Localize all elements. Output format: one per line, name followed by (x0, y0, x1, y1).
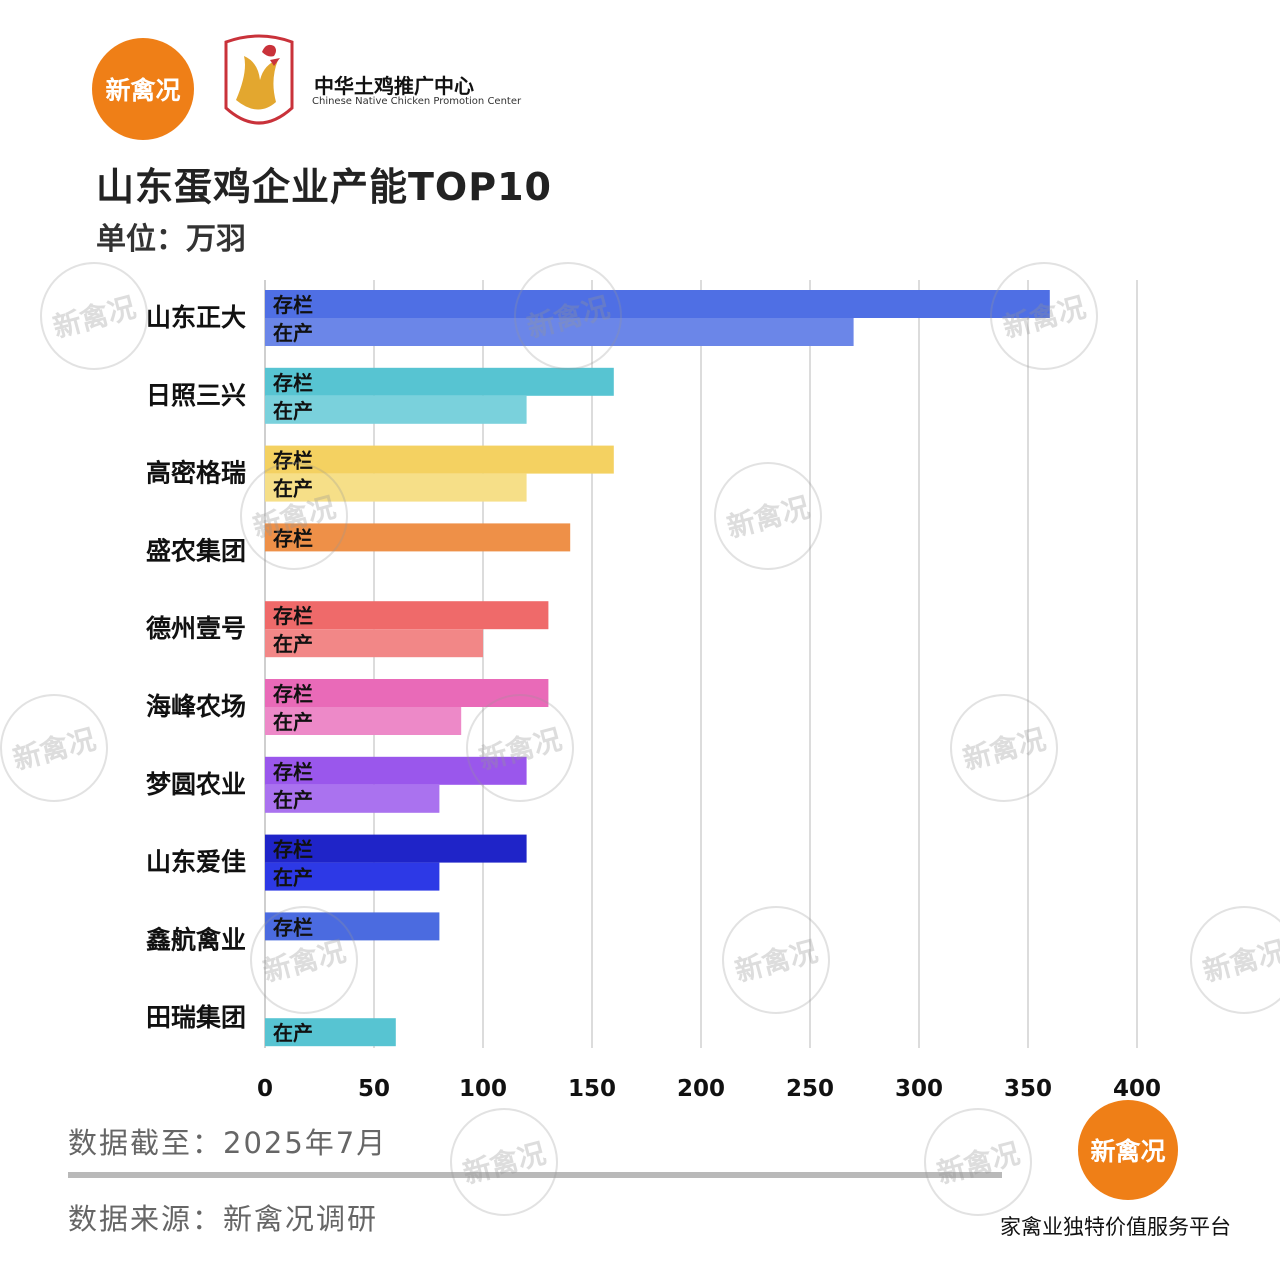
x-tick-label: 300 (895, 1076, 943, 1102)
bar (265, 707, 462, 735)
bar-series-label: 存栏 (273, 838, 313, 862)
x-tick-label: 400 (1113, 1076, 1161, 1102)
bar (265, 834, 527, 863)
bar (265, 395, 527, 424)
platform-slogan: 家禽业独特价值服务平台 (1000, 1215, 1231, 1239)
brand-logo: 新禽况 (92, 38, 194, 140)
bar (265, 445, 614, 474)
category-label: 海峰农场 (146, 692, 246, 721)
bar-series-label: 存栏 (273, 449, 313, 473)
footer-brand-logo: 新禽况 (1078, 1100, 1178, 1200)
bar-series-label: 在产 (273, 866, 313, 890)
bar (265, 912, 440, 941)
bar-series-label: 存栏 (273, 760, 313, 784)
x-tick-label: 350 (1004, 1076, 1052, 1102)
unit-label: 单位：万羽 (96, 222, 246, 257)
bar-series-label: 在产 (273, 710, 313, 734)
bar (265, 601, 549, 630)
bar-series-label: 存栏 (273, 526, 313, 550)
x-tick-label: 50 (358, 1076, 390, 1102)
bar (265, 367, 614, 396)
data-source: 数据来源：新禽况调研 (68, 1202, 379, 1236)
x-tick-label: 0 (257, 1076, 273, 1102)
x-tick-label: 200 (677, 1076, 725, 1102)
category-label: 田瑞集团 (146, 1003, 246, 1032)
x-tick-label: 100 (459, 1076, 507, 1102)
bar (265, 318, 854, 346)
bar-series-label: 存栏 (273, 682, 313, 706)
bar (265, 290, 1050, 318)
partner-subtitle: Chinese Native Chicken Promotion Center (312, 96, 522, 107)
category-label: 德州壹号 (146, 614, 246, 643)
bar-series-label: 在产 (273, 788, 313, 812)
bar (265, 756, 527, 785)
bar (265, 862, 440, 891)
bar-series-label: 在产 (273, 632, 313, 656)
bar (265, 784, 440, 813)
category-label: 盛农集团 (146, 536, 246, 565)
bar (265, 1018, 396, 1047)
bar (265, 679, 549, 707)
category-label: 梦圆农业 (146, 770, 246, 799)
bar-series-label: 存栏 (273, 604, 313, 628)
category-label: 山东正大 (146, 303, 246, 332)
rooster-logo-icon (224, 34, 294, 125)
bar-series-label: 在产 (273, 1021, 313, 1045)
bar (265, 629, 483, 658)
bar-series-label: 存栏 (273, 915, 313, 939)
data-date: 数据截至：2025年7月 (68, 1126, 388, 1160)
bar-series-label: 存栏 (273, 371, 313, 395)
bar (265, 523, 571, 552)
category-label: 山东爱佳 (146, 848, 246, 877)
partner-name: 中华土鸡推广中心 (314, 74, 474, 98)
category-label: 高密格瑞 (146, 459, 246, 488)
brand-logo-text: 新禽况 (105, 76, 181, 105)
bar-series-label: 存栏 (273, 293, 313, 317)
x-tick-label: 150 (568, 1076, 616, 1102)
bar-series-label: 在产 (273, 321, 313, 345)
bar-series-label: 在产 (273, 399, 313, 423)
bar (265, 473, 527, 502)
x-tick-label: 250 (786, 1076, 834, 1102)
category-label: 日照三兴 (146, 381, 246, 410)
footer-divider (68, 1172, 1002, 1178)
footer-logo-text: 新禽况 (1090, 1137, 1166, 1166)
category-label: 鑫航禽业 (146, 925, 246, 954)
bar-series-label: 在产 (273, 477, 313, 501)
page-title: 山东蛋鸡企业产能TOP10 (96, 165, 552, 209)
